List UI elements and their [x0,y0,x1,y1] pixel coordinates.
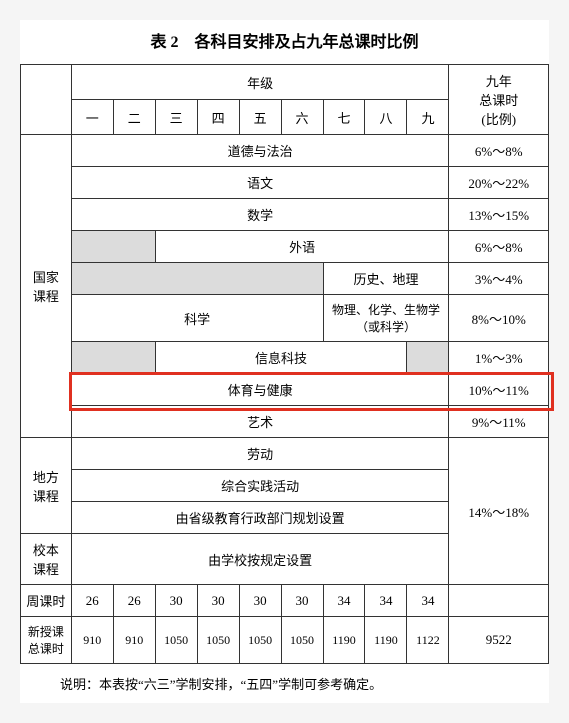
total-cell: 1050 [155,617,197,664]
row-weekly: 周课时 26 26 30 30 30 30 34 34 34 [21,585,549,617]
table-container: 年级 九年 总课时 (比例) 一 二 三 四 五 六 七 八 九 国家 课程 道… [20,64,549,664]
weekly-blank [449,585,549,617]
grade-col: 四 [197,100,239,135]
row-math: 数学 13%～15% [21,199,549,231]
curriculum-table: 年级 九年 总课时 (比例) 一 二 三 四 五 六 七 八 九 国家 课程 道… [20,64,549,664]
row-chinese: 语文 20%～22% [21,167,549,199]
grade-col: 六 [281,100,323,135]
ratio-ethics: 6%～8% [449,135,549,167]
ratio-art: 9%～11% [449,406,549,438]
total-cell: 1190 [323,617,365,664]
grade-col: 二 [113,100,155,135]
weekly-cell: 30 [197,585,239,617]
subject-school-plan: 由学校按规定设置 [71,534,449,585]
row-it: 信息科技 1%～3% [21,342,549,374]
total-cell: 1122 [407,617,449,664]
total-sum: 9522 [449,617,549,664]
subject-ethics: 道德与法治 [71,135,449,167]
row-ethics: 国家 课程 道德与法治 6%～8% [21,135,549,167]
header-blank [21,65,72,135]
table-title: 表 2 各科目安排及占九年总课时比例 [20,20,549,64]
row-total: 新授课 总课时 910 910 1050 1050 1050 1050 1190… [21,617,549,664]
subject-art: 艺术 [71,406,449,438]
subject-practice: 综合实践活动 [71,470,449,502]
document-table-wrap: 表 2 各科目安排及占九年总课时比例 年级 九年 总课时 (比例) 一 二 三 … [20,20,549,703]
ratio-science: 8%～10% [449,295,549,342]
subject-science: 科学 [71,295,323,342]
weekly-cell: 26 [71,585,113,617]
weekly-cell: 30 [239,585,281,617]
grade-col: 八 [365,100,407,135]
weekly-cell: 30 [281,585,323,617]
subject-chinese: 语文 [71,167,449,199]
subject-foreign: 外语 [155,231,449,263]
total-cell: 910 [113,617,155,664]
total-cell: 1050 [239,617,281,664]
weekly-cell: 30 [155,585,197,617]
header-grade-group: 年级 [71,65,449,100]
ratio-math: 13%～15% [449,199,549,231]
subject-history: 历史、地理 [323,263,449,295]
row-history: 历史、地理 3%～4% [21,263,549,295]
header-row-1: 年级 九年 总课时 (比例) [21,65,549,100]
subject-it: 信息科技 [155,342,407,374]
label-school: 校本 课程 [21,534,72,585]
subject-labor: 劳动 [71,438,449,470]
ratio-local: 14%～18% [449,438,549,585]
row-art: 艺术 9%～11% [21,406,549,438]
table-note: 说明：本表按“六三”学制安排，“五四”学制可参考确定。 [20,664,549,703]
ratio-it: 1%～3% [449,342,549,374]
it-shaded-left [71,342,155,374]
ratio-history: 3%～4% [449,263,549,295]
label-total: 新授课 总课时 [21,617,72,664]
grade-col: 五 [239,100,281,135]
label-national: 国家 课程 [21,135,72,438]
ratio-chinese: 20%～22% [449,167,549,199]
foreign-shaded [71,231,155,263]
subject-local-plan: 由省级教育行政部门规划设置 [71,502,449,534]
label-weekly: 周课时 [21,585,72,617]
ratio-foreign: 6%～8% [449,231,549,263]
total-cell: 1190 [365,617,407,664]
weekly-cell: 34 [407,585,449,617]
header-ratio: 九年 总课时 (比例) [449,65,549,135]
total-cell: 1050 [281,617,323,664]
subject-physics: 物理、化学、生物学（或科学） [323,295,449,342]
row-labor: 地方 课程 劳动 14%～18% [21,438,549,470]
ratio-pe: 10%～11% [449,374,549,406]
total-cell: 910 [71,617,113,664]
total-cell: 1050 [197,617,239,664]
grade-col: 一 [71,100,113,135]
history-shaded [71,263,323,295]
row-foreign: 外语 6%～8% [21,231,549,263]
row-pe: 体育与健康 10%～11% [21,374,549,406]
grade-col: 七 [323,100,365,135]
grade-col: 三 [155,100,197,135]
subject-math: 数学 [71,199,449,231]
weekly-cell: 26 [113,585,155,617]
subject-pe: 体育与健康 [71,374,449,406]
it-shaded-right [407,342,449,374]
weekly-cell: 34 [323,585,365,617]
label-local: 地方 课程 [21,438,72,534]
grade-col: 九 [407,100,449,135]
weekly-cell: 34 [365,585,407,617]
